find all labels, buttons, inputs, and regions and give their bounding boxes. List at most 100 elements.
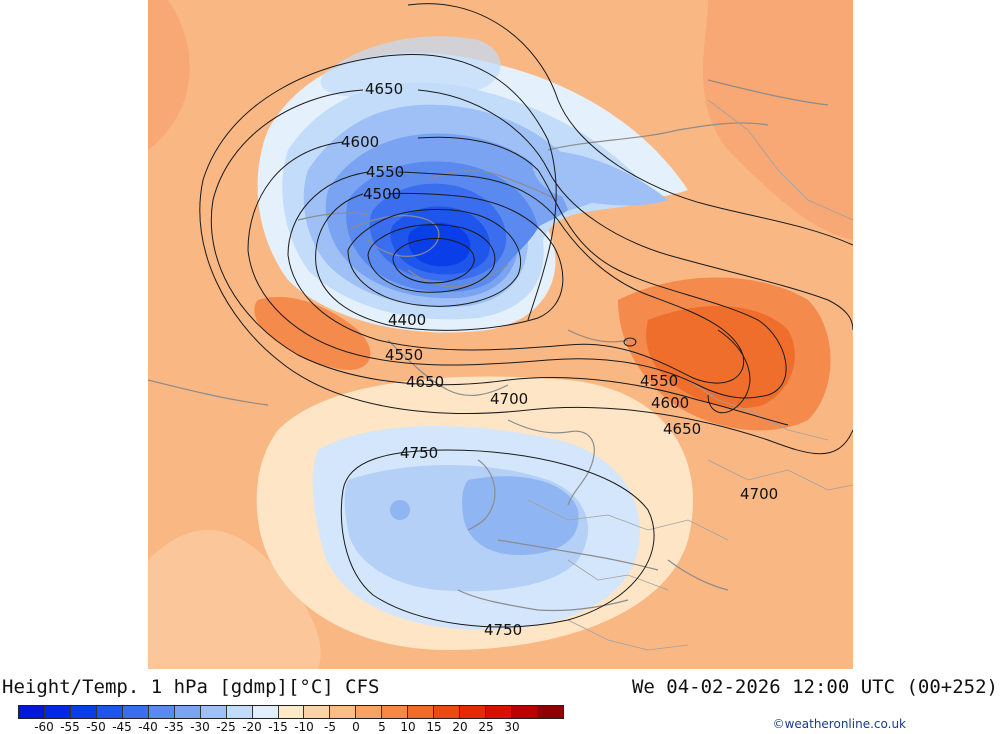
label-4700-right: 4700 [740, 485, 778, 503]
label-4500-top: 4500 [363, 185, 401, 203]
border-line-1 [527, 499, 729, 541]
color-legend-swatch [511, 706, 538, 718]
color-legend-swatch [537, 706, 564, 718]
color-legend-label: 15 [426, 720, 442, 734]
label-4400: 4400 [388, 311, 426, 329]
label-4650-mid: 4650 [406, 373, 444, 391]
contour-4700-north [407, 3, 853, 246]
label-4750-bottom: 4750 [484, 621, 522, 639]
contour-4400 [367, 224, 496, 293]
color-legend-label: -25 [216, 720, 236, 734]
color-legend-label: 10 [400, 720, 416, 734]
color-legend-label: -5 [324, 720, 336, 734]
coastline-greenland [347, 215, 440, 257]
color-legend-swatch [433, 706, 460, 718]
contour-4700 [199, 53, 853, 455]
label-4650-top: 4650 [365, 80, 403, 98]
color-legend-swatch [459, 706, 486, 718]
chart-title: Height/Temp. 1 hPa [gdmp][°C] CFS [2, 676, 380, 698]
contour-4600 [247, 136, 787, 399]
color-legend-swatch [173, 706, 200, 718]
color-legend-swatch [121, 706, 148, 718]
color-legend-label: -15 [268, 720, 288, 734]
contour-small-ring [623, 337, 637, 347]
contour-4350 [392, 238, 475, 284]
color-legend-swatch [147, 706, 174, 718]
color-legend-swatch [95, 706, 122, 718]
color-legend-swatch [199, 706, 226, 718]
contour-4500 [315, 192, 564, 331]
color-legend-swatch [303, 706, 330, 718]
warm-region-nw [148, 0, 190, 150]
color-legend-swatch [43, 706, 70, 718]
coastline-arctic-islands [427, 170, 559, 201]
weather-map: 4650 4600 4550 4500 4400 4550 4650 4700 … [148, 0, 853, 669]
contour-4750 [340, 449, 655, 628]
coastline-mediterranean-north [457, 589, 629, 612]
cold-core-polar [408, 222, 471, 267]
border-line-5 [707, 99, 853, 221]
warm-region-ne [703, 0, 853, 240]
cold-region-europe-core [462, 476, 579, 555]
color-legend-label: 25 [478, 720, 494, 734]
color-legend-swatch [407, 706, 434, 718]
color-legend-label: -35 [164, 720, 184, 734]
border-line-2 [567, 559, 669, 591]
color-legend-label: -55 [60, 720, 80, 734]
color-legend-swatch [355, 706, 382, 718]
color-legend-label: -45 [112, 720, 132, 734]
color-legend-swatch [485, 706, 512, 718]
contour-4650-north [417, 89, 853, 331]
label-4650-right: 4650 [663, 420, 701, 438]
color-legend-label: -40 [138, 720, 158, 734]
color-legend-label: -30 [190, 720, 210, 734]
border-line-6 [567, 619, 689, 651]
cold-spot-atlantic [390, 500, 410, 520]
label-4550-mid: 4550 [385, 346, 423, 364]
coastline-scandinavia-north [567, 329, 629, 343]
label-4600-top: 4600 [341, 133, 379, 151]
color-legend-label: 20 [452, 720, 468, 734]
color-legend-labels: -60 -55 -50 -45 -40 -35 -30 -25 -20 -15 -10 -5 0 5 10 1… [18, 720, 564, 734]
country-borders [527, 99, 853, 651]
color-legend-swatch [225, 706, 252, 718]
contour-4650 [210, 89, 789, 426]
coastline-iceland [387, 339, 509, 396]
color-legend-label: 5 [378, 720, 386, 734]
color-legend-swatch [19, 706, 44, 718]
border-line-4 [687, 379, 829, 441]
coastline-scandinavia [507, 419, 595, 506]
label-4750-top: 4750 [400, 444, 438, 462]
contour-4450 [347, 208, 522, 307]
color-legend-swatch [329, 706, 356, 718]
height-contours [199, 3, 853, 628]
contour-4550-east [707, 329, 751, 414]
label-4550-right: 4550 [640, 372, 678, 390]
cold-tongue-siberia [532, 150, 668, 206]
contour-labels: 4650 4600 4550 4500 4400 4550 4650 4700 … [341, 80, 778, 639]
coastline-greenland-south [407, 264, 509, 288]
valid-datetime: We 04-02-2026 12:00 UTC (00+252) [631, 676, 998, 698]
warm-core-russia [646, 306, 795, 409]
coastline-siberia-north [547, 122, 769, 151]
color-legend-label: -10 [294, 720, 314, 734]
warm-region-sw [148, 530, 321, 669]
coastline-north-sea [497, 539, 659, 571]
credit-text: ©weatheronline.co.uk [772, 717, 906, 731]
color-legend-swatch [277, 706, 304, 718]
color-legend-label: 0 [352, 720, 360, 734]
color-legend-label: -60 [34, 720, 54, 734]
cold-region-north [320, 36, 501, 99]
coastlines [148, 79, 829, 612]
coastline-canada-arctic [297, 212, 369, 221]
border-line-3 [707, 459, 853, 491]
color-legend-swatch [251, 706, 278, 718]
color-legend-label: -20 [242, 720, 262, 734]
coastline-black-sea [667, 559, 729, 591]
color-legend [18, 705, 564, 719]
map-canvas: 4650 4600 4550 4500 4400 4550 4650 4700 … [148, 0, 853, 669]
coastline-british-isles [467, 459, 496, 531]
label-4550-top: 4550 [366, 163, 404, 181]
color-legend-label: -50 [86, 720, 106, 734]
color-legend-label: 30 [504, 720, 520, 734]
